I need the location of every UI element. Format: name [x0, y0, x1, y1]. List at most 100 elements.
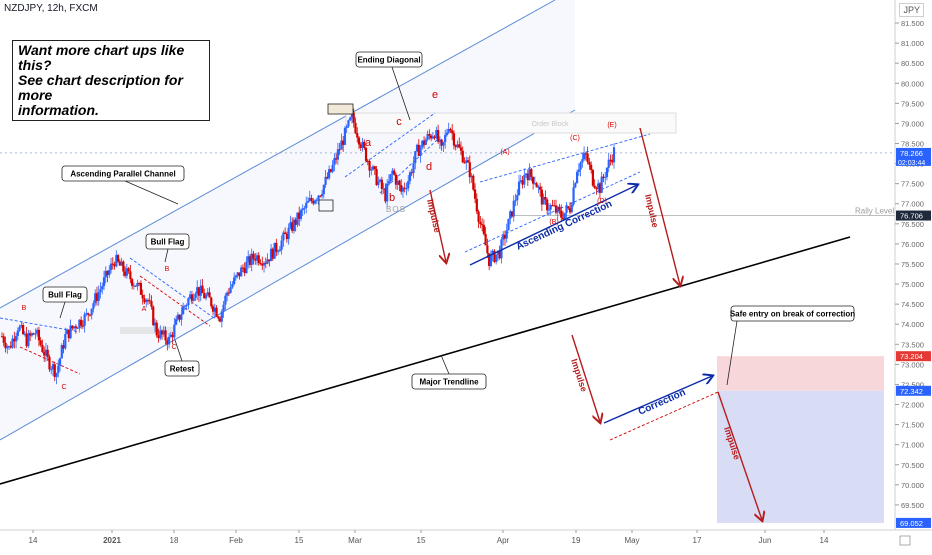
- candle: [352, 108, 355, 128]
- candle-body: [169, 334, 172, 337]
- candle: [481, 217, 484, 232]
- candle-body: [255, 255, 259, 261]
- candle: [595, 186, 598, 195]
- wave-label: A: [142, 306, 147, 313]
- candle-body: [428, 134, 431, 136]
- candle: [437, 124, 440, 144]
- candle-body: [36, 329, 39, 334]
- candle-body: [58, 358, 62, 366]
- candle: [303, 205, 306, 215]
- candle: [577, 163, 580, 176]
- candle-body: [101, 286, 104, 290]
- diagonal-line: [344, 112, 436, 178]
- candle-body: [549, 205, 552, 210]
- candle: [361, 137, 364, 152]
- candle-body: [190, 294, 194, 301]
- candle: [542, 193, 545, 205]
- candle: [335, 153, 338, 164]
- candle-body: [368, 161, 371, 171]
- x-tick-label: 18: [170, 536, 179, 545]
- candle: [452, 130, 456, 150]
- candle-body: [94, 293, 97, 304]
- candle-body: [157, 335, 160, 339]
- currency-badge[interactable]: JPY: [899, 3, 924, 17]
- candle: [356, 127, 359, 143]
- candle: [456, 140, 459, 149]
- candle-body: [371, 166, 375, 170]
- candle: [524, 172, 528, 178]
- candle: [238, 272, 241, 280]
- candle: [333, 153, 336, 172]
- y-tick-label: 73.000: [901, 360, 924, 369]
- candle: [479, 215, 482, 229]
- candle-body: [13, 338, 16, 342]
- rally-level-label: Rally Level: [855, 207, 894, 216]
- candle-body: [574, 183, 577, 188]
- take-profit-zone: [717, 390, 884, 523]
- candle-body: [136, 282, 139, 287]
- candle: [451, 124, 454, 141]
- x-tick-label: 14: [29, 536, 38, 545]
- y-tick-label: 79.000: [901, 119, 924, 128]
- candle: [204, 292, 208, 301]
- candle-body: [27, 333, 30, 347]
- channel-callout-pointer: [124, 180, 179, 205]
- candle-body: [187, 298, 190, 306]
- candle: [190, 290, 194, 305]
- candle: [148, 293, 151, 304]
- candle-body: [454, 145, 457, 148]
- x-tick-label: Jun: [759, 536, 772, 545]
- candle: [46, 345, 49, 361]
- candle-body: [229, 287, 232, 293]
- candle: [16, 327, 19, 340]
- candle: [220, 309, 223, 328]
- candle-body: [340, 140, 343, 150]
- candle-body: [465, 160, 468, 163]
- candle-body: [502, 234, 505, 240]
- candle-body: [277, 251, 280, 253]
- candle: [296, 212, 299, 228]
- candle: [127, 266, 130, 274]
- candle: [162, 325, 165, 337]
- settings-icon[interactable]: [899, 535, 911, 546]
- candle: [526, 169, 529, 186]
- candle-body: [115, 255, 118, 267]
- candle-body: [422, 140, 426, 145]
- candle: [440, 138, 443, 151]
- wave-label: e: [432, 89, 438, 101]
- candle-body: [178, 314, 181, 320]
- candle-body: [384, 188, 387, 202]
- candle: [319, 195, 322, 198]
- candle-body: [382, 188, 385, 190]
- correction-line: [479, 133, 651, 183]
- y-tick-label: 71.500: [901, 421, 924, 430]
- candle: [598, 182, 602, 199]
- candle: [234, 274, 237, 281]
- candle: [292, 217, 296, 234]
- candle-body: [197, 287, 201, 296]
- candle: [44, 343, 48, 362]
- candle-body: [407, 181, 410, 189]
- candle: [528, 163, 531, 181]
- candle: [470, 173, 473, 183]
- candle: [393, 168, 396, 176]
- candle-body: [359, 144, 362, 148]
- y-tick-label: 75.500: [901, 260, 924, 269]
- candle-body: [129, 271, 132, 280]
- candle-body: [605, 167, 609, 177]
- candle-body: [609, 159, 612, 161]
- candle-body: [451, 130, 454, 134]
- major-trendline-callout-pointer: [440, 354, 450, 375]
- candle: [583, 146, 586, 161]
- candle-body: [473, 189, 477, 199]
- candle: [512, 195, 515, 222]
- candle: [340, 133, 343, 150]
- candle-body: [505, 230, 508, 239]
- candle-body: [138, 282, 141, 284]
- promo-line-2: See chart description for more: [18, 72, 183, 103]
- candle-body: [380, 179, 383, 189]
- candle: [313, 199, 317, 205]
- candle-body: [194, 293, 197, 298]
